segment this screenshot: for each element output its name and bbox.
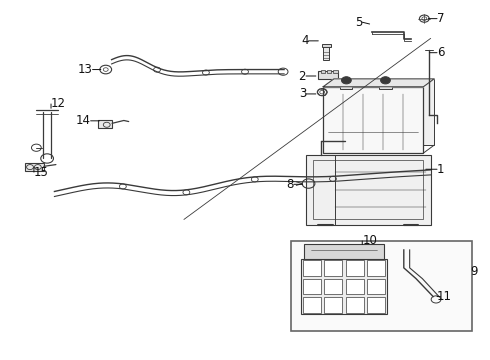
Text: 8: 8 xyxy=(287,178,294,191)
Bar xyxy=(345,279,364,294)
Text: 11: 11 xyxy=(437,290,452,303)
Text: 7: 7 xyxy=(437,12,444,25)
Bar xyxy=(301,259,387,315)
Bar xyxy=(304,244,384,259)
Bar xyxy=(321,69,325,73)
Bar xyxy=(367,297,385,313)
Text: 3: 3 xyxy=(299,87,306,100)
Bar xyxy=(303,297,321,313)
Text: 10: 10 xyxy=(362,234,377,247)
Bar xyxy=(25,163,44,171)
Bar xyxy=(345,297,364,313)
Circle shape xyxy=(381,77,391,84)
Text: 1: 1 xyxy=(437,163,444,176)
Bar xyxy=(327,69,331,73)
Bar xyxy=(323,46,329,60)
Bar xyxy=(367,279,385,294)
Text: 2: 2 xyxy=(298,69,306,82)
Text: 12: 12 xyxy=(51,98,66,111)
Bar xyxy=(303,260,321,276)
Bar xyxy=(306,155,431,225)
Bar xyxy=(324,297,342,313)
Bar xyxy=(333,69,338,73)
Bar xyxy=(324,260,342,276)
Bar xyxy=(323,87,423,153)
Text: 14: 14 xyxy=(75,114,91,127)
Bar xyxy=(322,44,331,47)
Text: 9: 9 xyxy=(470,265,477,278)
Bar xyxy=(303,279,321,294)
Text: 13: 13 xyxy=(78,63,93,76)
Bar xyxy=(379,80,392,89)
Bar xyxy=(334,79,434,145)
Bar xyxy=(98,120,112,128)
Bar xyxy=(318,71,338,79)
Polygon shape xyxy=(323,79,434,87)
Text: 15: 15 xyxy=(34,166,49,179)
Circle shape xyxy=(342,77,351,84)
Bar xyxy=(292,241,472,330)
Bar xyxy=(340,80,352,89)
Bar xyxy=(314,160,423,220)
Bar xyxy=(345,260,364,276)
Bar xyxy=(367,260,385,276)
Bar xyxy=(324,279,342,294)
Text: 6: 6 xyxy=(437,46,444,59)
Text: 5: 5 xyxy=(355,16,362,29)
Text: 4: 4 xyxy=(301,34,309,48)
